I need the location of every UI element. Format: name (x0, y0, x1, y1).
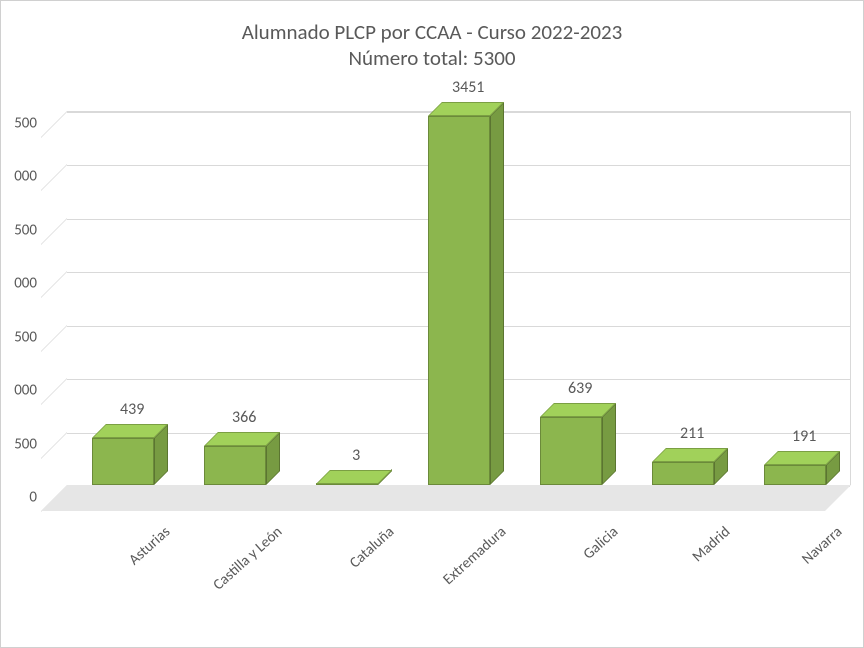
bar: 3 (316, 484, 378, 486)
y-tick-label: 500 (0, 223, 37, 238)
gridline-side (41, 164, 67, 191)
chart-container: Alumnado PLCP por CCAA - Curso 2022-2023… (0, 0, 864, 648)
bar: 439 (92, 438, 154, 485)
x-tick-label: Galicia (506, 523, 622, 630)
gridline-side (41, 325, 67, 352)
bar: 3451 (428, 116, 490, 485)
bar-front (428, 116, 490, 485)
y-tick-label: 000 (0, 277, 37, 292)
y-axis-labels: 0500000500000500000500 (1, 111, 37, 485)
gridline-side (41, 218, 67, 245)
y-tick-label: 500 (0, 330, 37, 345)
x-tick-label: Madrid (618, 523, 734, 630)
bars-layer: 439 366 3 3451 639 211 191 (67, 111, 851, 485)
y-tick-label: 500 (0, 117, 37, 132)
x-tick-label: Cataluña (282, 523, 398, 630)
x-axis-labels: AsturiasCastilla y LeónCataluñaExtremadu… (67, 517, 851, 637)
bar-value-label: 3451 (418, 80, 518, 96)
bar-value-label: 191 (754, 429, 854, 445)
x-tick-label: Navarra (730, 523, 846, 630)
y-tick-label: 0 (0, 491, 37, 506)
side-grid (41, 111, 67, 485)
bar: 211 (652, 462, 714, 485)
y-tick-label: 000 (0, 170, 37, 185)
bar-value-label: 3 (306, 448, 406, 464)
bar-front (652, 462, 714, 485)
gridline-side (41, 378, 67, 405)
x-tick-label: Castilla y León (170, 523, 286, 630)
bar-side (602, 403, 616, 485)
y-tick-label: 000 (0, 384, 37, 399)
y-tick-label: 500 (0, 437, 37, 452)
bar-front (204, 446, 266, 485)
plot-area: 0500000500000500000500 43936633451639211… (31, 111, 851, 511)
x-tick-label: Asturias (58, 523, 174, 630)
bar-front (92, 438, 154, 485)
floor-3d (41, 485, 851, 511)
chart-title: Alumnado PLCP por CCAA - Curso 2022-2023… (1, 19, 863, 72)
bar-value-label: 439 (82, 402, 182, 418)
bar-value-label: 639 (530, 381, 630, 397)
bar-front (764, 465, 826, 485)
bar: 191 (764, 465, 826, 485)
bar: 366 (204, 446, 266, 485)
gridline-side (41, 432, 67, 459)
bar-value-label: 211 (642, 426, 742, 442)
title-line-2: Número total: 5300 (1, 45, 863, 71)
x-tick-label: Extremadura (394, 523, 510, 630)
bar-front (540, 417, 602, 485)
title-line-1: Alumnado PLCP por CCAA - Curso 2022-2023 (1, 19, 863, 45)
bar-side (490, 102, 504, 485)
gridline-side (41, 271, 67, 298)
bar: 639 (540, 417, 602, 485)
bar-value-label: 366 (194, 410, 294, 426)
gridline-side (41, 111, 67, 138)
